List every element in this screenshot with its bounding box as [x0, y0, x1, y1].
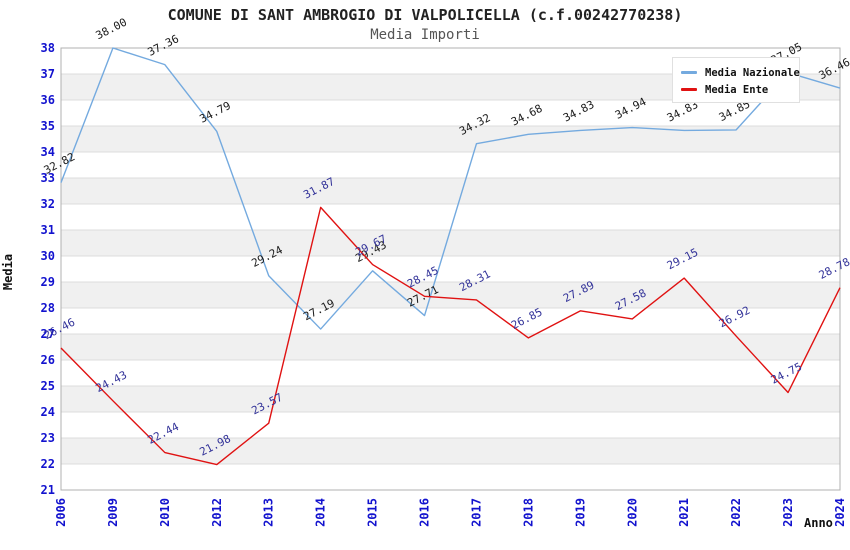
- x-tick-label: 2015: [366, 498, 380, 527]
- x-tick-label: 2006: [54, 498, 68, 527]
- x-tick-label: 2013: [262, 498, 276, 527]
- data-label: 34.68: [509, 102, 544, 129]
- x-tick-label: 2014: [314, 498, 328, 527]
- plot-border: [60, 47, 841, 491]
- plot-band: [61, 386, 840, 412]
- y-tick-label: 21: [41, 483, 55, 497]
- legend: Media Nazionale Media Ente: [672, 57, 800, 103]
- legend-item-media-ente: Media Ente: [681, 81, 799, 98]
- series-line-media-ente: [60, 206, 841, 466]
- y-tick-label: 31: [41, 223, 55, 237]
- plot-band: [61, 178, 840, 204]
- legend-label-media-ente: Media Ente: [705, 83, 769, 96]
- media-ente-line-swatch: [681, 88, 697, 91]
- y-tick-label: 27: [41, 327, 55, 341]
- x-axis-title: Anno: [804, 516, 833, 530]
- data-label: 26.85: [509, 305, 544, 332]
- y-tick-label: 34: [41, 145, 55, 159]
- x-tick-label: 2022: [729, 498, 743, 527]
- y-tick-label: 22: [41, 457, 55, 471]
- y-tick-label: 26: [41, 353, 55, 367]
- data-label: 28.78: [817, 255, 850, 282]
- y-tick-label: 38: [41, 41, 55, 55]
- x-tick-label: 2012: [210, 498, 224, 527]
- y-tick-label: 23: [41, 431, 55, 445]
- y-tick-label: 25: [41, 379, 55, 393]
- x-tick-label: 2023: [781, 498, 795, 527]
- y-axis-title: Media: [1, 253, 15, 291]
- y-tick-label: 29: [41, 275, 55, 289]
- x-tick-label: 2021: [677, 498, 691, 527]
- y-tick-label: 35: [41, 119, 55, 133]
- plot-band: [61, 334, 840, 360]
- chart-subtitle: Media Importi: [370, 27, 480, 43]
- y-tick-label: 30: [41, 249, 55, 263]
- x-tick-label: 2009: [106, 498, 120, 527]
- plot-band: [61, 230, 840, 256]
- y-tick-label: 36: [41, 93, 55, 107]
- y-tick-label: 24: [41, 405, 55, 419]
- chart-title: COMUNE DI SANT AMBROGIO DI VALPOLICELLA …: [167, 6, 683, 24]
- series-line-media-nazionale: [60, 47, 841, 330]
- x-tick-label: 2024: [833, 498, 847, 527]
- x-tick-label: 2019: [573, 498, 587, 527]
- data-label: 34.83: [561, 98, 596, 125]
- x-tick-label: 2016: [418, 498, 432, 527]
- data-label: 24.75: [769, 360, 804, 387]
- media-nazionale-line-swatch: [681, 71, 697, 74]
- data-label: 34.79: [198, 99, 233, 126]
- x-tick-label: 2018: [521, 498, 535, 527]
- y-tick-label: 33: [41, 171, 55, 185]
- x-tick-label: 2010: [158, 498, 172, 527]
- y-tick-label: 32: [41, 197, 55, 211]
- plot-band: [61, 282, 840, 308]
- plot-band: [61, 438, 840, 464]
- x-tick-label: 2017: [469, 498, 483, 527]
- legend-item-media-nazionale: Media Nazionale: [681, 64, 800, 81]
- y-tick-label: 37: [41, 67, 55, 81]
- x-tick-label: 2020: [625, 498, 639, 527]
- y-tick-label: 28: [41, 301, 55, 315]
- legend-label-media-nazionale: Media Nazionale: [705, 66, 800, 79]
